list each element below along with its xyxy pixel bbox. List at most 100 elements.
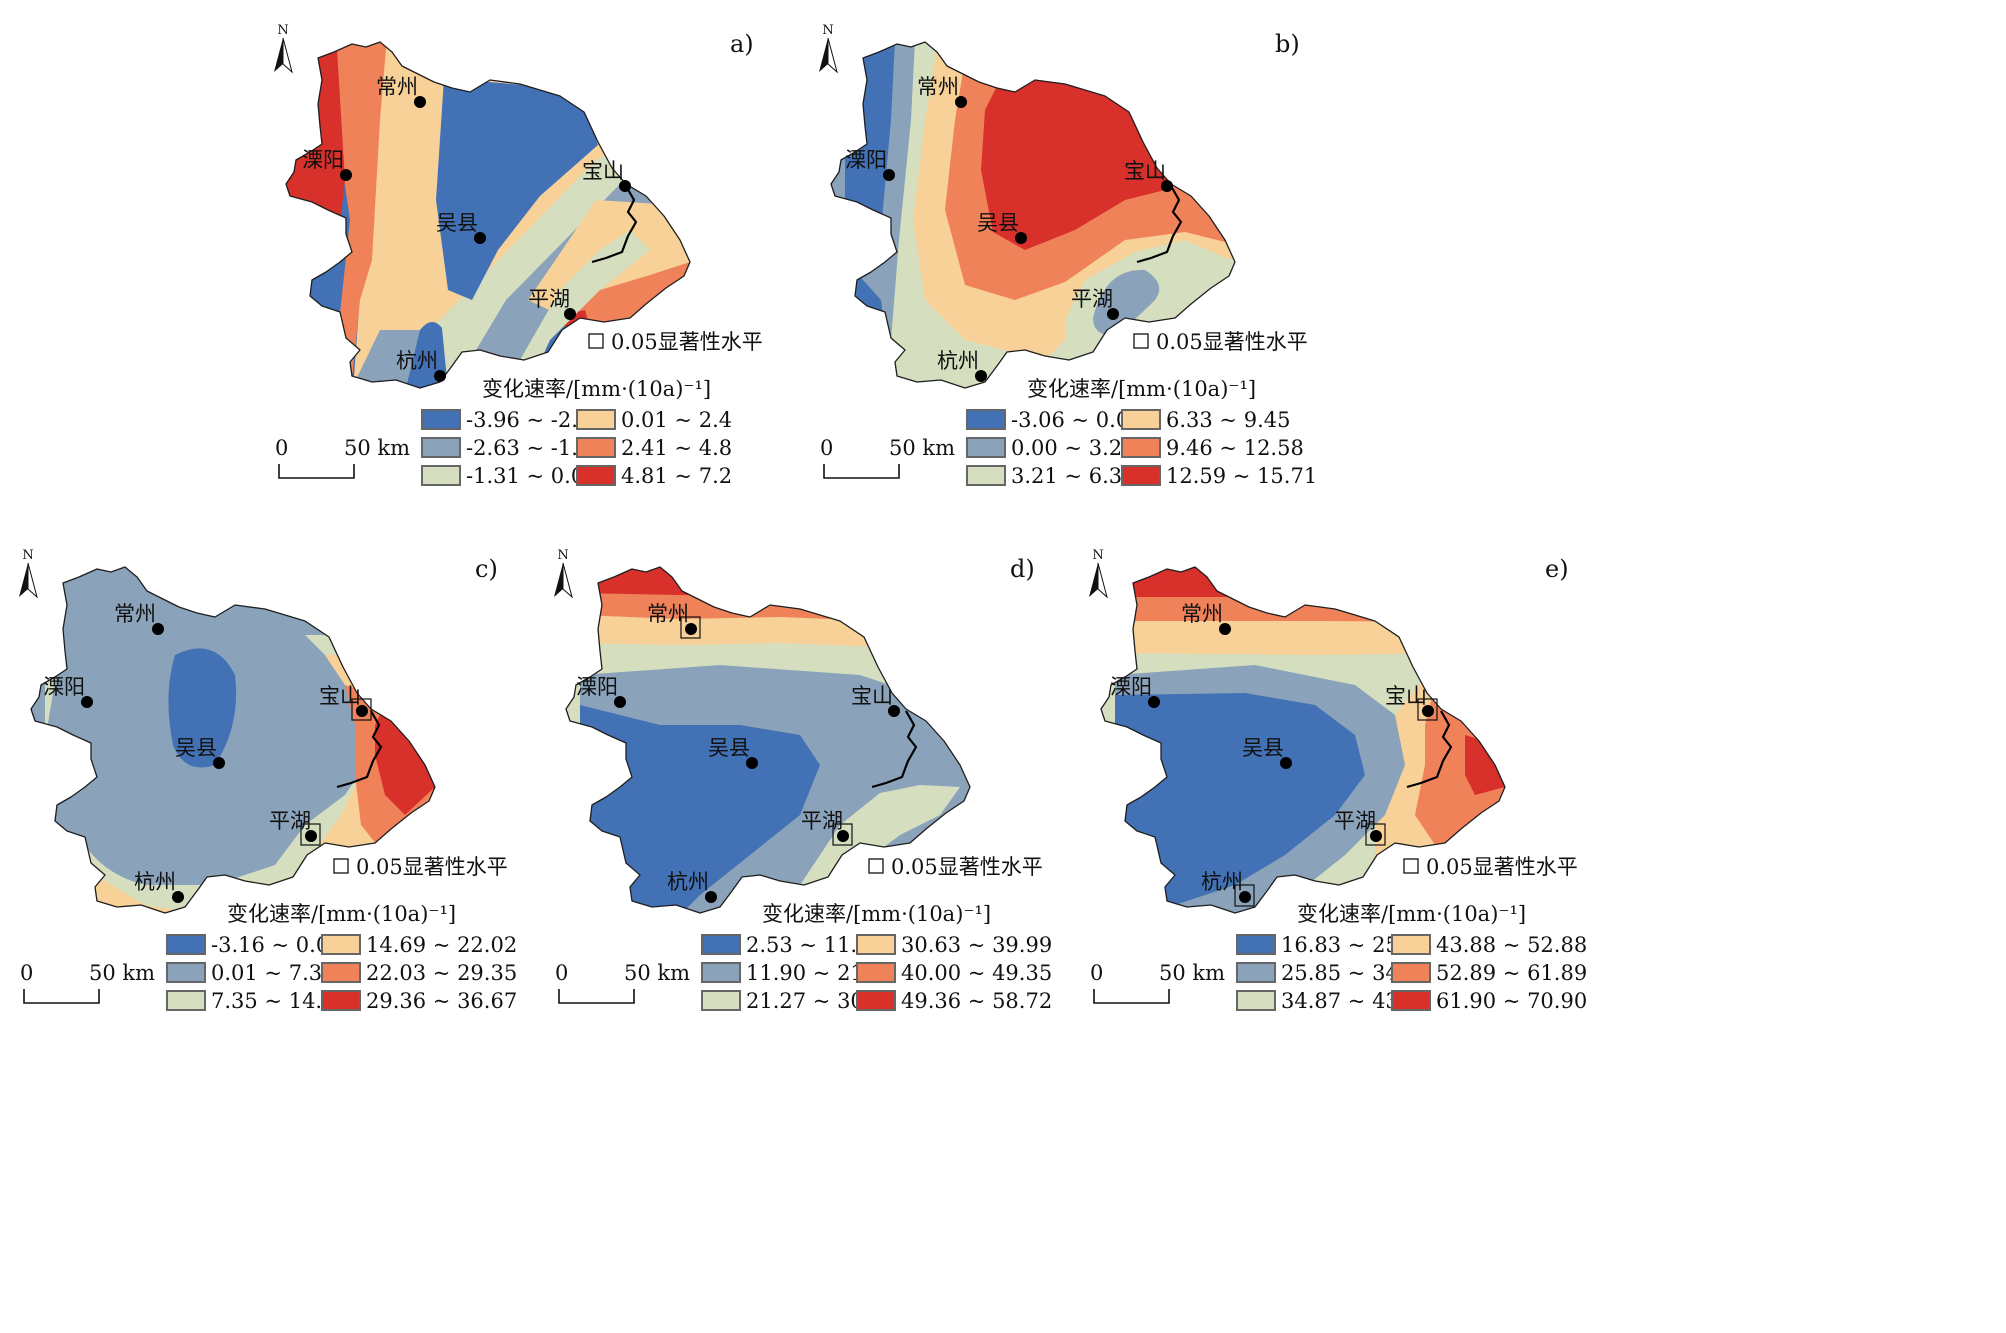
legend-swatch-2 xyxy=(701,962,741,983)
significance-label: 0.05显著性水平 xyxy=(356,855,508,879)
scale-distance: 50 km xyxy=(344,436,410,460)
river-line xyxy=(871,710,918,789)
city-dot-changzhou xyxy=(1219,623,1231,635)
city-dot-baoshan xyxy=(356,705,368,717)
city-dot-liyang xyxy=(1148,696,1160,708)
panel-label: e) xyxy=(1545,555,1569,583)
legend-swatch-1 xyxy=(421,409,461,430)
city-dot-changzhou xyxy=(414,96,426,108)
city-dot-baoshan xyxy=(1161,180,1173,192)
city-label-baoshan: 宝山 xyxy=(1124,159,1166,183)
significance-label: 0.05显著性水平 xyxy=(1156,330,1308,354)
legend-swatch-4 xyxy=(321,934,361,955)
north-arrow-right xyxy=(1097,562,1108,599)
legend-title: 变化速率/[mm·(10a)⁻¹] xyxy=(1027,377,1256,401)
city-label-wuxian: 吴县 xyxy=(977,211,1019,235)
legend-label-6: 49.36 ~ 58.72 xyxy=(901,989,1052,1013)
significance-marker xyxy=(1133,333,1149,349)
significance-box xyxy=(1417,698,1438,721)
city-dot-hangzhou xyxy=(172,891,184,903)
contour-band-2 xyxy=(1093,269,1160,336)
legend-label-6: 12.59 ~ 15.71 xyxy=(1166,464,1317,488)
north-arrow-icon: N xyxy=(819,23,838,74)
legend-label-6: 29.36 ~ 36.67 xyxy=(366,989,517,1013)
legend-swatch-5 xyxy=(1121,437,1161,458)
significance-marker xyxy=(588,333,604,349)
significance-box xyxy=(300,823,321,846)
legend-label-6: 61.90 ~ 70.90 xyxy=(1436,989,1587,1013)
city-label-liyang: 溧阳 xyxy=(576,675,618,699)
legend-swatch-3 xyxy=(1236,990,1276,1011)
city-dot-wuxian xyxy=(746,757,758,769)
scale-distance: 50 km xyxy=(1159,961,1225,985)
city-label-changzhou: 常州 xyxy=(647,602,689,626)
city-dot-changzhou xyxy=(955,96,967,108)
city-label-baoshan: 宝山 xyxy=(851,684,893,708)
city-label-hangzhou: 杭州 xyxy=(134,870,176,894)
north-label: N xyxy=(22,548,33,563)
north-label: N xyxy=(1092,548,1103,563)
city-label-pinghu: 平湖 xyxy=(801,809,843,833)
scale-bar xyxy=(1093,989,1170,1004)
significance-box xyxy=(351,698,372,721)
legend-label-4: 14.69 ~ 22.02 xyxy=(366,933,517,957)
legend-swatch-5 xyxy=(576,437,616,458)
significance-label: 0.05显著性水平 xyxy=(891,855,1043,879)
city-dot-wuxian xyxy=(474,232,486,244)
river-line xyxy=(336,710,383,789)
contour-band-1 xyxy=(168,648,237,768)
legend-swatch-5 xyxy=(1391,962,1431,983)
panel-label: b) xyxy=(1275,30,1300,58)
legend-swatch-3 xyxy=(966,465,1006,486)
north-arrow-icon: N xyxy=(274,23,293,74)
legend-swatch-4 xyxy=(576,409,616,430)
legend-swatch-2 xyxy=(166,962,206,983)
legend-swatch-2 xyxy=(966,437,1006,458)
scale-distance: 50 km xyxy=(89,961,155,985)
city-dot-liyang xyxy=(81,696,93,708)
legend-label-3: 3.21 ~ 6.32 xyxy=(1011,464,1135,488)
legend-swatch-6 xyxy=(856,990,896,1011)
city-label-pinghu: 平湖 xyxy=(528,287,570,311)
legend-swatch-3 xyxy=(166,990,206,1011)
legend-label-4: 6.33 ~ 9.45 xyxy=(1166,408,1290,432)
legend-swatch-2 xyxy=(421,437,461,458)
city-label-wuxian: 吴县 xyxy=(708,736,750,760)
north-label: N xyxy=(557,548,568,563)
scale-bar xyxy=(278,464,355,479)
scale-zero: 0 xyxy=(20,961,33,985)
city-dot-baoshan xyxy=(1422,705,1434,717)
significance-label: 0.05显著性水平 xyxy=(1426,855,1578,879)
significance-box xyxy=(832,823,853,846)
north-arrow-left xyxy=(274,38,283,72)
north-arrow-icon: N xyxy=(554,548,573,599)
significance-marker xyxy=(333,858,349,874)
legend-swatch-1 xyxy=(166,934,206,955)
region-border xyxy=(285,41,691,389)
legend-swatch-4 xyxy=(1391,934,1431,955)
city-label-liyang: 溧阳 xyxy=(302,148,344,172)
legend-swatch-1 xyxy=(966,409,1006,430)
contour-band-6 xyxy=(1465,735,1505,795)
city-dot-pinghu xyxy=(564,308,576,320)
north-arrow-icon: N xyxy=(1089,548,1108,599)
city-dot-pinghu xyxy=(837,830,849,842)
significance-box xyxy=(680,616,701,639)
city-dot-liyang xyxy=(614,696,626,708)
scale-bar xyxy=(823,464,900,479)
region-border xyxy=(1100,566,1506,914)
legend-swatch-6 xyxy=(1121,465,1161,486)
city-label-wuxian: 吴县 xyxy=(175,736,217,760)
city-label-hangzhou: 杭州 xyxy=(1201,870,1243,894)
north-arrow-right xyxy=(562,562,573,599)
legend-swatch-4 xyxy=(856,934,896,955)
city-label-liyang: 溧阳 xyxy=(43,675,85,699)
legend-label-3: -1.31 ~ 0.00 xyxy=(466,464,598,488)
north-arrow-right xyxy=(282,37,293,74)
legend-swatch-6 xyxy=(576,465,616,486)
legend-swatch-2 xyxy=(1236,962,1276,983)
city-label-changzhou: 常州 xyxy=(376,75,418,99)
